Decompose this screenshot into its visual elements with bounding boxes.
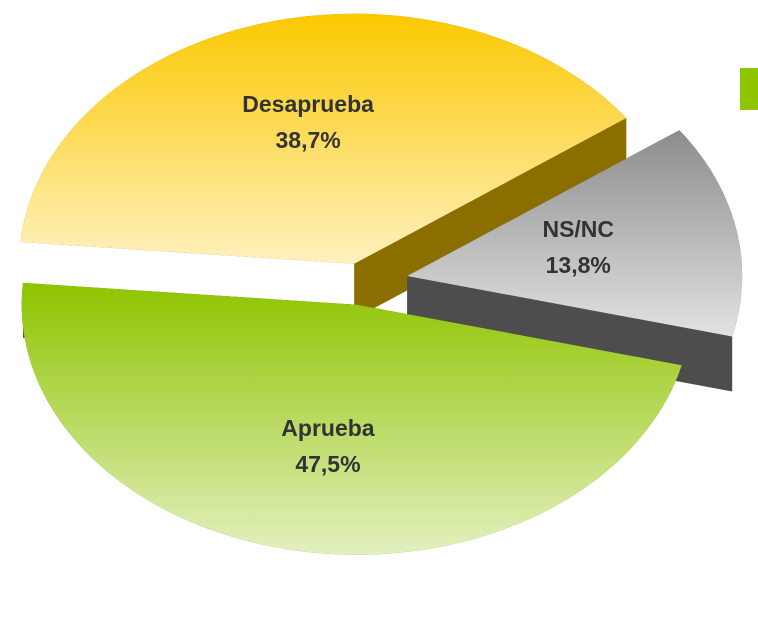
- slice: [20, 13, 627, 264]
- slice: [407, 130, 743, 337]
- slice-label: Desaprueba: [242, 91, 374, 117]
- slice-value-label: 38,7%: [275, 127, 340, 153]
- slice: [21, 282, 682, 555]
- slice-value-label: 13,8%: [546, 252, 611, 278]
- legend-swatch: [740, 68, 758, 110]
- slice-label: NS/NC: [542, 216, 614, 242]
- slice-label: Aprueba: [281, 415, 375, 441]
- slice-value-label: 47,5%: [295, 451, 360, 477]
